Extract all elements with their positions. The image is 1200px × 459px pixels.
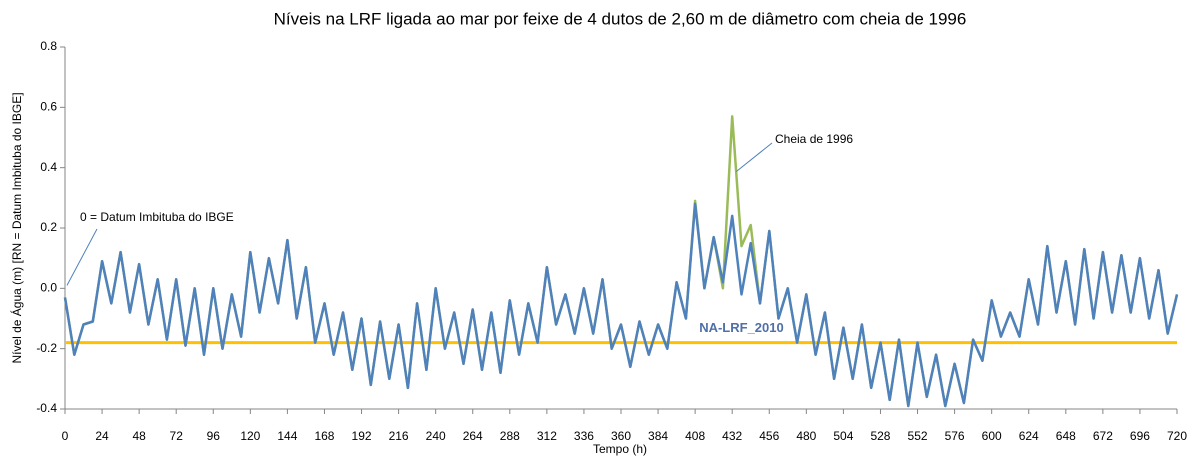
x-tick-label: 360 — [611, 429, 631, 443]
x-tick-label: 288 — [500, 429, 520, 443]
series-line — [63, 115, 1179, 408]
y-tick-label: 0.0 — [40, 281, 57, 295]
x-tick-label: 96 — [207, 429, 221, 443]
x-tick-label: 672 — [1093, 429, 1113, 443]
x-tick-label: 24 — [95, 429, 109, 443]
annotation-arrow — [66, 228, 98, 286]
y-tick-label: 0.2 — [40, 220, 57, 234]
y-tick-label: 0.4 — [40, 160, 57, 174]
x-tick-label: 48 — [132, 429, 146, 443]
x-tick-label: 480 — [796, 429, 816, 443]
annotation: 0 = Datum Imbituba do IBGE — [80, 210, 234, 224]
x-tick-label: 0 — [62, 429, 69, 443]
x-tick-label: 432 — [722, 429, 742, 443]
x-tick-label: 720 — [1167, 429, 1187, 443]
x-tick-label: 408 — [685, 429, 705, 443]
x-tick-label: 72 — [170, 429, 184, 443]
x-tick-label: 240 — [426, 429, 446, 443]
x-tick-label: 528 — [870, 429, 890, 443]
x-tick-label: 264 — [463, 429, 483, 443]
y-axis-label: Nível de Água (m) [RN = Datum Imbituba d… — [9, 92, 24, 363]
x-tick-label: 336 — [574, 429, 594, 443]
x-tick-label: 168 — [314, 429, 334, 443]
x-tick-label: 552 — [908, 429, 928, 443]
series-line — [63, 202, 1179, 408]
annotation: Cheia de 1996 — [775, 132, 853, 146]
x-tick-label: 600 — [982, 429, 1002, 443]
y-tick-label: 0.8 — [40, 39, 57, 53]
annotation-arrow — [735, 142, 773, 173]
x-tick-label: 624 — [1019, 429, 1039, 443]
x-tick-label: 576 — [945, 429, 965, 443]
x-tick-label: 648 — [1056, 429, 1076, 443]
x-tick-label: 192 — [352, 429, 372, 443]
y-tick-label: -0.4 — [36, 401, 57, 415]
x-tick-label: 120 — [240, 429, 260, 443]
chart-title: Níveis na LRF ligada ao mar por feixe de… — [274, 9, 967, 28]
x-tick-label: 456 — [759, 429, 779, 443]
x-tick-label: 696 — [1130, 429, 1150, 443]
reference-label: NA-LRF_2010 — [699, 320, 784, 335]
x-tick-label: 312 — [537, 429, 557, 443]
x-tick-label: 144 — [277, 429, 297, 443]
x-tick-label: 504 — [833, 429, 853, 443]
x-axis-label: Tempo (h) — [593, 442, 647, 456]
x-tick-label: 216 — [389, 429, 409, 443]
x-tick-label: 384 — [648, 429, 668, 443]
y-tick-label: 0.6 — [40, 100, 57, 114]
y-tick-label: -0.2 — [36, 341, 57, 355]
